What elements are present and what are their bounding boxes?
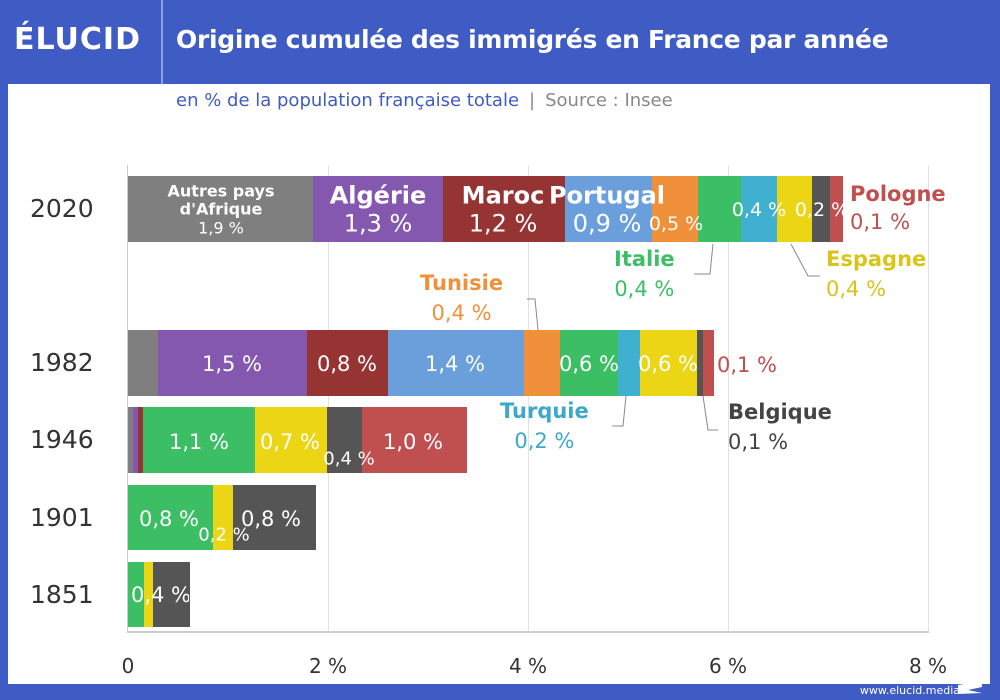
bar-segment-1946-italie	[143, 407, 256, 473]
label-clip-1851: 0,4 %	[128, 562, 189, 627]
bar-segment-2020-italie	[698, 176, 742, 242]
bar-segment-1982-espagne	[640, 330, 698, 396]
label-2020-algerie: Algérie 1,3 %	[329, 181, 427, 237]
bar-segment-1982-belgique	[697, 330, 704, 396]
bar-segment-1946-autres-pays-d-afrique	[128, 407, 134, 473]
bar-segment-1901-espagne	[213, 485, 234, 550]
label-1982-portugal: 1,4 %	[424, 351, 486, 376]
elucid-flag-icon	[958, 681, 982, 694]
bar-segment-1982-maroc	[307, 330, 389, 396]
chart-title: Origine cumulée des immigrés en France p…	[176, 25, 889, 54]
bar-segment-1982-algérie	[158, 330, 308, 396]
label-1946-espagne: 0,7 %	[259, 429, 321, 454]
bar-segment-1982-pologne	[703, 330, 714, 396]
leader-line-turquie	[612, 395, 627, 427]
bar-segment-1982-italie	[560, 330, 619, 396]
bar-segment-2020-portugal	[565, 176, 653, 242]
leader-line-belgique	[702, 395, 718, 431]
x-tick-label: 8 %	[908, 654, 948, 678]
bar-segment-2020-espagne	[777, 176, 813, 242]
leader-line-espagne	[790, 243, 820, 277]
bar-segment-1946-espagne	[255, 407, 328, 473]
label-1982-maroc: 0,8 %	[316, 351, 378, 376]
chart-subtitle: en % de la population française totale | S…	[176, 90, 673, 111]
x-tick-label: 2 %	[308, 654, 348, 678]
annotation-italie: Italie 0,4 %	[614, 247, 675, 302]
bar-segment-1982-turquie	[618, 330, 641, 396]
gridline	[528, 165, 529, 632]
label-1901-belgique: 0,8 %	[240, 506, 302, 531]
year-label: 2020	[30, 194, 94, 223]
footer-url[interactable]: www.elucid.media	[859, 684, 960, 697]
x-tick-label: 4 %	[508, 654, 548, 678]
bar-segment-1946-maroc	[138, 407, 144, 473]
bar-segment-1946-algérie	[133, 407, 139, 473]
bar-segment-2020-algérie	[313, 176, 444, 242]
bar-segment-2020-belgique	[812, 176, 831, 242]
x-tick-label: 0	[121, 654, 135, 678]
bar-segment-1901-italie	[128, 485, 214, 550]
gridline	[328, 165, 329, 632]
header-divider	[161, 0, 163, 84]
annotation-belgique: Belgique 0,1 %	[728, 400, 832, 455]
bar-segment-2020-maroc	[443, 176, 566, 242]
label-2020-tunisie: 0,5 %	[648, 213, 704, 236]
label-1946-belgique: 0,4 %	[323, 448, 375, 470]
gridline	[728, 165, 729, 632]
bar-segment-2020-turquie	[741, 176, 778, 242]
label-2020-portugal: Portugal 0,9 %	[548, 181, 666, 237]
label-1851-belgique: 0,4 %	[130, 582, 189, 607]
bar-segment-2020-pologne	[830, 176, 843, 242]
bar-segment-1946-belgique	[327, 407, 363, 473]
label-1901-italie: 0,8 %	[138, 506, 200, 531]
leader-line-tunisie	[527, 298, 539, 331]
bar-segment-1946-pologne	[362, 407, 467, 473]
y-axis-line	[127, 165, 128, 632]
label-1946-italie: 1,1 %	[168, 429, 230, 454]
annotation-turquie: Turquie 0,2 %	[500, 399, 589, 454]
bar-segment-1851-italie	[128, 562, 145, 627]
gridline	[928, 165, 929, 632]
label-1982-algerie: 1,5 %	[201, 351, 263, 376]
bar-segment-1982-portugal	[388, 330, 525, 396]
year-label: 1851	[30, 580, 94, 609]
annotation-tunisie: Tunisie 0,4 %	[420, 271, 504, 326]
elucid-logo: ÉLUCID	[14, 22, 141, 57]
subtitle-separator: |	[529, 90, 536, 111]
year-label: 1946	[30, 425, 94, 454]
bar-segment-1901-belgique	[233, 485, 316, 550]
label-1901-espagne: 0,2 %	[198, 524, 250, 546]
source-text: Source : Insee	[545, 90, 673, 111]
bar-segment-2020-tunisie	[652, 176, 699, 242]
label-1982-espagne: 0,6 %	[637, 351, 699, 376]
label-2020-turquie: 0,4 %	[731, 199, 787, 222]
annotation-pologne: Pologne 0,1 %	[850, 182, 946, 235]
bar-segment-1982-autres-pays-d-afrique	[128, 330, 159, 396]
label-2020-belgique: 0,2 %	[794, 199, 850, 222]
annotation-espagne: Espagne 0,4 %	[826, 247, 927, 302]
bar-segment-1851-espagne	[144, 562, 154, 627]
year-label: 1982	[30, 348, 94, 377]
x-tick-label: 6 %	[708, 654, 748, 678]
bar-segment-1982-tunisie	[524, 330, 561, 396]
subtitle-text: en % de la population française totale	[176, 90, 520, 111]
bar-segment-1851-belgique	[153, 562, 190, 627]
bar-segment-2020-autres-pays-d-afrique	[128, 176, 314, 242]
label-2020-maroc: Maroc 1,2 %	[461, 181, 545, 237]
label-2020-autres: Autres pays d'Afrique 1,9 %	[167, 181, 275, 238]
label-1946-pologne: 1,0 %	[382, 429, 444, 454]
year-label: 1901	[30, 503, 94, 532]
leader-line-italie	[694, 243, 714, 275]
label-1982-pologne: 0,1 %	[716, 352, 778, 377]
x-axis-line	[127, 631, 929, 633]
label-1982-italie: 0,6 %	[558, 351, 620, 376]
